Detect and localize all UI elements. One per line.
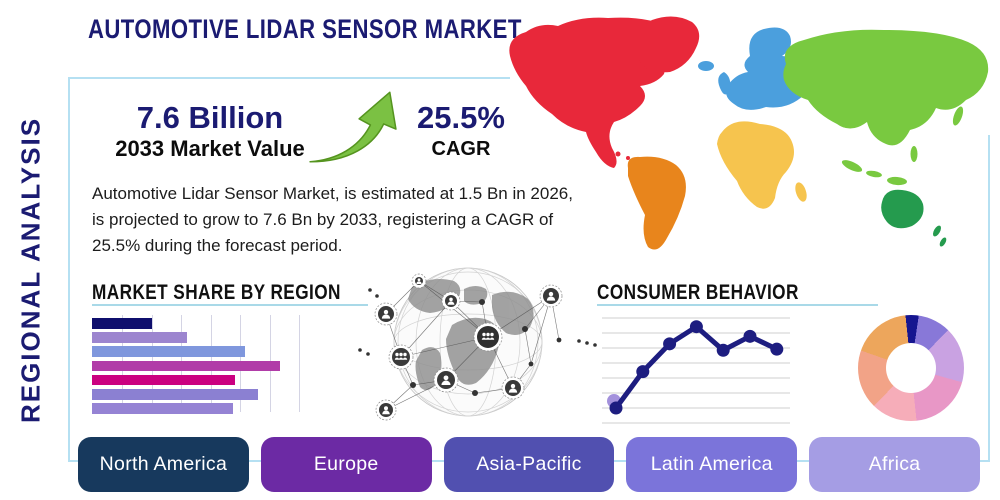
network-trail-dot (593, 343, 597, 347)
network-link (524, 328, 532, 365)
caribbean-islands (626, 156, 630, 160)
market-share-bar-chart (92, 313, 304, 415)
network-node-dot (472, 390, 478, 396)
region-donut-chart (858, 315, 964, 421)
network-node-person-icon (501, 376, 525, 400)
panel-border-left (68, 77, 70, 462)
globe-mesh (393, 267, 543, 417)
network-node-person-icon (411, 273, 427, 289)
southeast-asia-islands (887, 176, 907, 186)
network-node-dot (479, 299, 485, 305)
network-trail-dot (585, 341, 589, 345)
data-point (716, 343, 730, 357)
market-value-caption: 2033 Market Value (115, 136, 305, 161)
network-trail-dot (358, 348, 362, 352)
region-button-row: North America Europe Asia-Pacific Latin Ame… (78, 437, 980, 492)
consumer-behavior-heading: CONSUMER BEHAVIOR (597, 281, 799, 304)
network-node-person-icon (388, 344, 414, 370)
network-node-dot (522, 326, 528, 332)
network-node-dot (410, 382, 416, 388)
market-share-bar (92, 360, 281, 372)
region-button-africa[interactable]: Africa (809, 437, 980, 492)
network-node-dot (528, 361, 534, 367)
southeast-asia-islands (866, 170, 882, 178)
globe-network-graphic (358, 267, 597, 421)
australia (881, 189, 924, 229)
data-point (609, 401, 623, 415)
data-point (663, 337, 677, 351)
data-point (770, 342, 784, 356)
consumer-behavior-line-chart (602, 317, 790, 424)
market-share-bar (92, 389, 258, 400)
region-button-north-america[interactable]: North America (78, 437, 249, 492)
data-point (689, 320, 703, 334)
continent-north-america (509, 17, 679, 168)
network-trail-dot (375, 294, 379, 298)
southeast-asia-islands (841, 160, 863, 172)
new-zealand (939, 237, 947, 247)
cagr-caption: CAGR (431, 138, 491, 160)
bar-chart-gridline (299, 315, 300, 412)
cagr-stat: 25.5% (417, 100, 505, 135)
philippines (910, 146, 918, 162)
network-trail-dot (366, 352, 370, 356)
network-node-person-icon (374, 302, 398, 326)
iceland (698, 61, 714, 71)
network-node-person-icon (473, 322, 503, 352)
page-title: AUTOMOTIVE LIDAR SENSOR MARKET (88, 14, 522, 44)
data-point (636, 365, 650, 379)
network-link (530, 295, 552, 365)
growth-arrow-icon (309, 91, 397, 163)
world-map (509, 16, 989, 250)
market-share-bar (92, 374, 235, 386)
panel-border-right (988, 135, 990, 462)
panel-border-top (68, 77, 510, 79)
network-node-person-icon (375, 399, 397, 421)
market-description: Automotive Lidar Sensor Market, is estim… (92, 184, 573, 255)
united-kingdom (718, 72, 731, 95)
region-button-europe[interactable]: Europe (260, 437, 432, 492)
caribbean-islands (615, 151, 621, 157)
data-point (743, 329, 757, 343)
market-share-heading: MARKET SHARE BY REGION (92, 281, 341, 304)
network-node-dot (556, 337, 562, 343)
network-node-person-icon (441, 291, 461, 311)
madagascar (795, 182, 807, 202)
region-button-asia-pacific[interactable]: Asia-Pacific (443, 437, 615, 492)
network-trail-dot (577, 339, 581, 343)
region-button-latin-america[interactable]: Latin America (626, 437, 798, 492)
vertical-section-label: REGIONAL ANALYSIS (15, 116, 46, 424)
network-link (400, 300, 452, 358)
market-share-bar (92, 346, 246, 357)
continent-asia (783, 29, 989, 146)
market-share-bar (92, 318, 153, 329)
network-trail-dot (368, 288, 372, 292)
continent-south-america (627, 156, 686, 250)
new-zealand (933, 225, 941, 237)
network-node-person-icon (433, 367, 459, 393)
network-link (400, 336, 489, 358)
japan (952, 106, 964, 126)
market-value-stat: 7.6 Billion (136, 100, 284, 135)
market-share-bar (92, 332, 188, 343)
continent-africa (717, 121, 794, 209)
consumer-behavior-underline (597, 304, 878, 306)
market-share-bar (92, 403, 233, 414)
network-node-person-icon (539, 284, 563, 308)
greenland (636, 16, 700, 73)
market-share-underline (92, 304, 368, 306)
